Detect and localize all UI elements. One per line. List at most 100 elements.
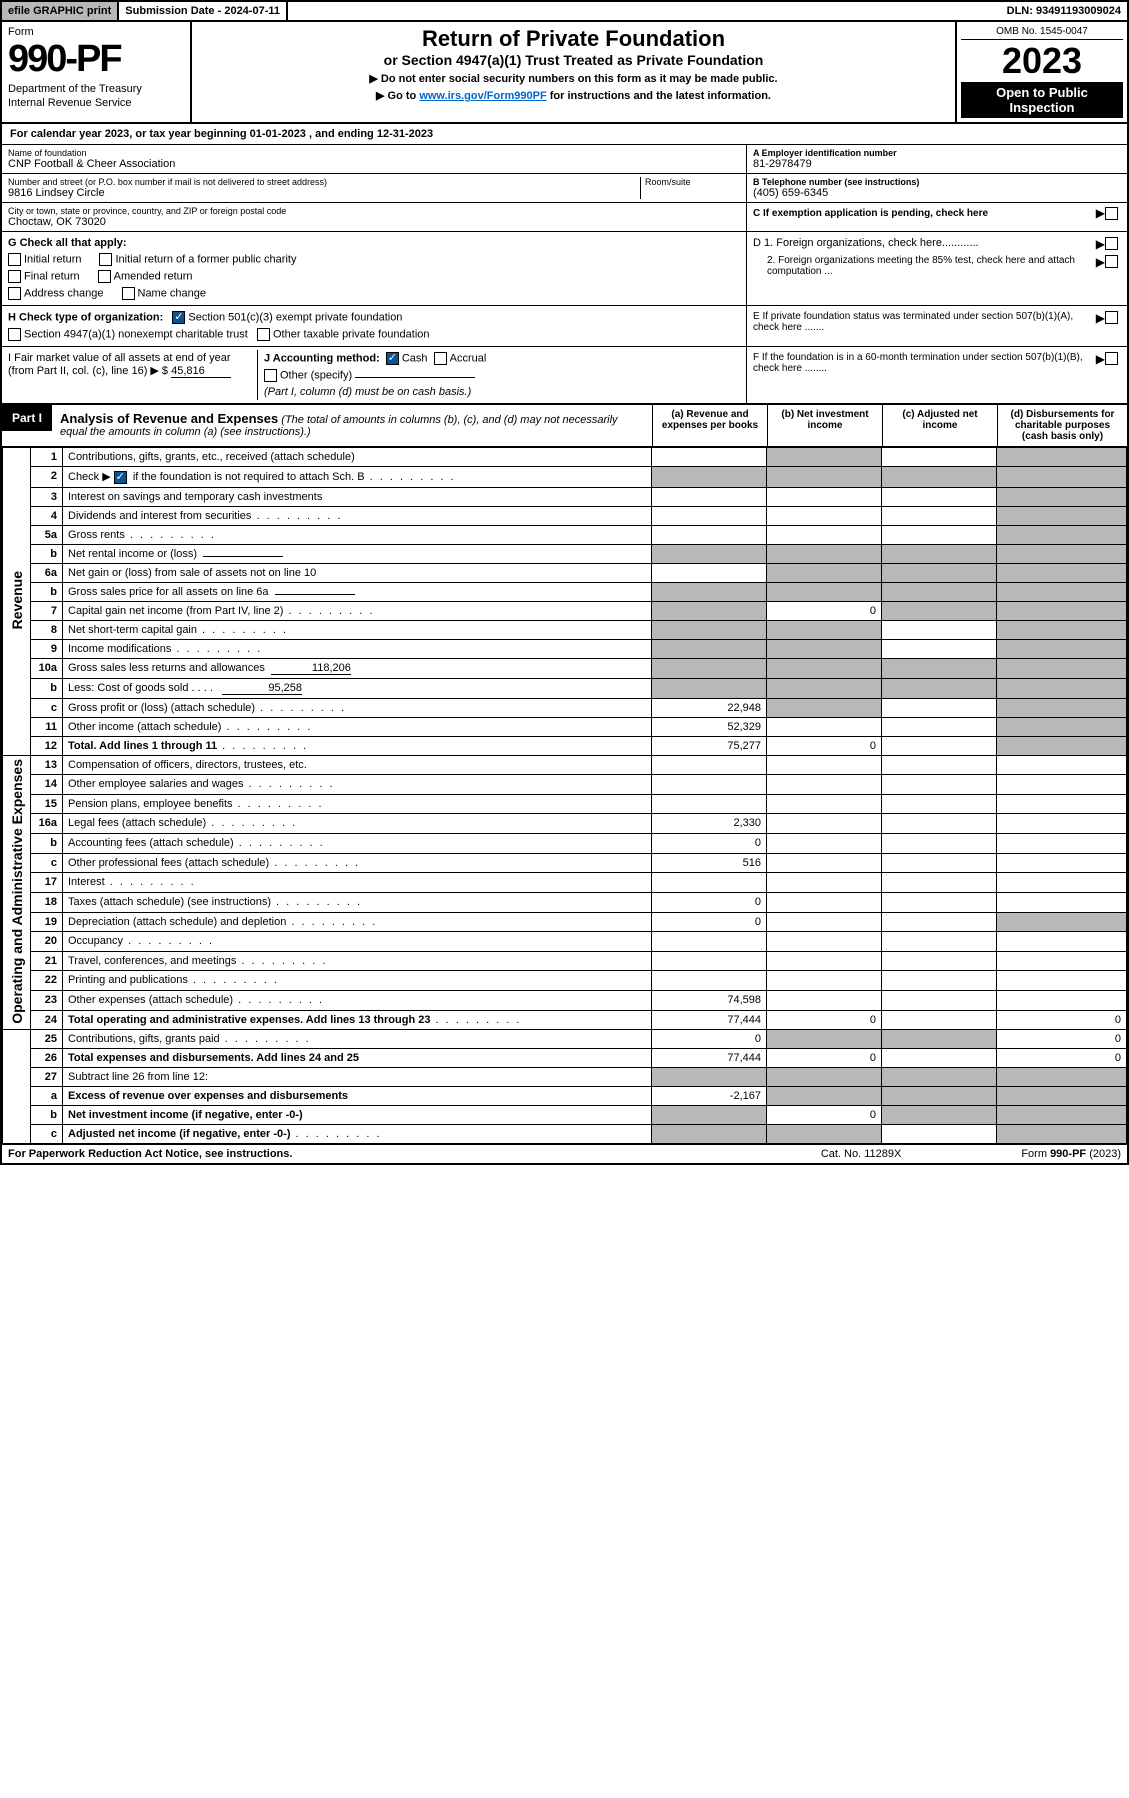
section-ij: I Fair market value of all assets at end… [2,347,747,403]
arrow-icon: ▶ [1096,255,1105,277]
section-h: H Check type of organization: Section 50… [2,306,747,346]
foundation-name-row: Name of foundation CNP Football & Cheer … [2,145,746,174]
other-tax-checkbox[interactable] [257,328,270,341]
j-label: J Accounting method: [264,352,380,364]
omb-number: OMB No. 1545-0047 [961,26,1123,40]
table-row: bNet investment income (if negative, ent… [3,1106,1127,1125]
table-row: 7Capital gain net income (from Part IV, … [3,601,1127,620]
other-method-label: Other (specify) [280,369,352,381]
subdate-label: Submission Date - [125,5,224,17]
col-c-header: (c) Adjusted net income [882,405,997,446]
city-label: City or town, state or province, country… [8,206,740,216]
tel-label: B Telephone number (see instructions) [753,177,1121,187]
subdate-value: 2024-07-11 [224,5,280,17]
row17-desc: Interest [63,873,652,893]
row26-b: 0 [767,1049,882,1068]
f-checkbox[interactable] [1105,352,1118,365]
header-left: Form 990-PF Department of the Treasury I… [2,22,192,122]
row5b-subval [203,556,283,557]
other-specify-line [355,377,475,378]
accrual-checkbox[interactable] [434,352,447,365]
name-change-label: Name change [138,287,207,299]
table-row: cAdjusted net income (if negative, enter… [3,1125,1127,1144]
open-public-badge: Open to Public Inspection [961,82,1123,118]
row27c-desc: Adjusted net income (if negative, enter … [63,1125,652,1144]
row19-desc: Depreciation (attach schedule) and deple… [63,912,652,932]
other-method-checkbox[interactable] [264,369,277,382]
table-row: bLess: Cost of goods sold . . . . 95,258 [3,678,1127,698]
initial-pub-checkbox[interactable] [99,253,112,266]
expenses-sidelabel: Operating and Administrative Expenses [3,755,31,1030]
cal-begin: 01-01-2023 [250,128,306,140]
row24-d: 0 [997,1010,1127,1030]
col-a-header: (a) Revenue and expenses per books [652,405,767,446]
row25-a: 0 [652,1030,767,1049]
row6a-desc: Net gain or (loss) from sale of assets n… [63,563,652,582]
g-label: G Check all that apply: [8,237,127,249]
row10c-desc: Gross profit or (loss) (attach schedule) [63,698,652,717]
footer-right: Form 990-PF (2023) [1021,1148,1121,1160]
row13-desc: Compensation of officers, directors, tru… [63,755,652,775]
row9-desc: Income modifications [63,639,652,658]
section-i-j-f: I Fair market value of all assets at end… [2,347,1127,403]
form-number: 990-PF [8,38,184,81]
s4947-label: Section 4947(a)(1) nonexempt charitable … [24,328,248,340]
cash-label: Cash [402,352,428,364]
address-row: Number and street (or P.O. box number if… [2,174,746,203]
s501-checkbox[interactable] [172,311,185,324]
cal-mid: , and ending [306,128,377,140]
revenue-sidelabel: Revenue [3,448,31,756]
row24-b: 0 [767,1010,882,1030]
row25-d: 0 [997,1030,1127,1049]
row7-desc: Capital gain net income (from Part IV, l… [63,601,652,620]
name-change-checkbox[interactable] [122,287,135,300]
i-value: 45,816 [171,365,231,378]
name-label: Name of foundation [8,148,740,158]
table-row: 4Dividends and interest from securities [3,506,1127,525]
c-checkbox[interactable] [1105,207,1118,220]
cash-checkbox[interactable] [386,352,399,365]
table-row: 15Pension plans, employee benefits [3,794,1127,814]
arrow-icon: ▶ [1096,352,1105,374]
table-row: Operating and Administrative Expenses13C… [3,755,1127,775]
row24-a: 77,444 [652,1010,767,1030]
d1-checkbox[interactable] [1105,237,1118,250]
row23-desc: Other expenses (attach schedule) [63,991,652,1011]
c-row: C If exemption application is pending, c… [747,203,1127,223]
table-row: aExcess of revenue over expenses and dis… [3,1087,1127,1106]
row10a-desc: Gross sales less returns and allowances1… [63,658,652,678]
row6b-desc: Gross sales price for all assets on line… [63,582,652,601]
initial-return-checkbox[interactable] [8,253,21,266]
table-row: 6aNet gain or (loss) from sale of assets… [3,563,1127,582]
row26-desc: Total expenses and disbursements. Add li… [63,1049,652,1068]
d2-checkbox[interactable] [1105,255,1118,268]
s4947-checkbox[interactable] [8,328,21,341]
h-label: H Check type of organization: [8,311,163,323]
irs-link[interactable]: www.irs.gov/Form990PF [419,90,546,102]
schb-checkbox[interactable] [114,471,127,484]
table-row: 21Travel, conferences, and meetings [3,951,1127,971]
tax-year: 2023 [961,40,1123,82]
row5a-desc: Gross rents [63,525,652,544]
final-return-checkbox[interactable] [8,270,21,283]
table-row: 10aGross sales less returns and allowanc… [3,658,1127,678]
dept-treasury: Department of the Treasury [8,83,184,95]
row27b-b: 0 [767,1106,882,1125]
tel-row: B Telephone number (see instructions) (4… [747,174,1127,203]
addr-change-checkbox[interactable] [8,287,21,300]
table-row: 2Check ▶ if the foundation is not requir… [3,467,1127,488]
amended-return-checkbox[interactable] [98,270,111,283]
arrow-icon: ▶ [1096,311,1105,333]
ein-value: 81-2978479 [753,158,1121,170]
row4-desc: Dividends and interest from securities [63,506,652,525]
dln: DLN: 93491193009024 [1001,2,1127,20]
col-b-header: (b) Net investment income [767,405,882,446]
amended-return-label: Amended return [114,270,193,282]
table-row: 20Occupancy [3,932,1127,952]
e-checkbox[interactable] [1105,311,1118,324]
col-d-header: (d) Disbursements for charitable purpose… [997,405,1127,446]
other-tax-label: Other taxable private foundation [273,328,430,340]
row3-desc: Interest on savings and temporary cash i… [63,487,652,506]
table-row: 25Contributions, gifts, grants paid00 [3,1030,1127,1049]
row10b-desc: Less: Cost of goods sold . . . . 95,258 [63,678,652,698]
